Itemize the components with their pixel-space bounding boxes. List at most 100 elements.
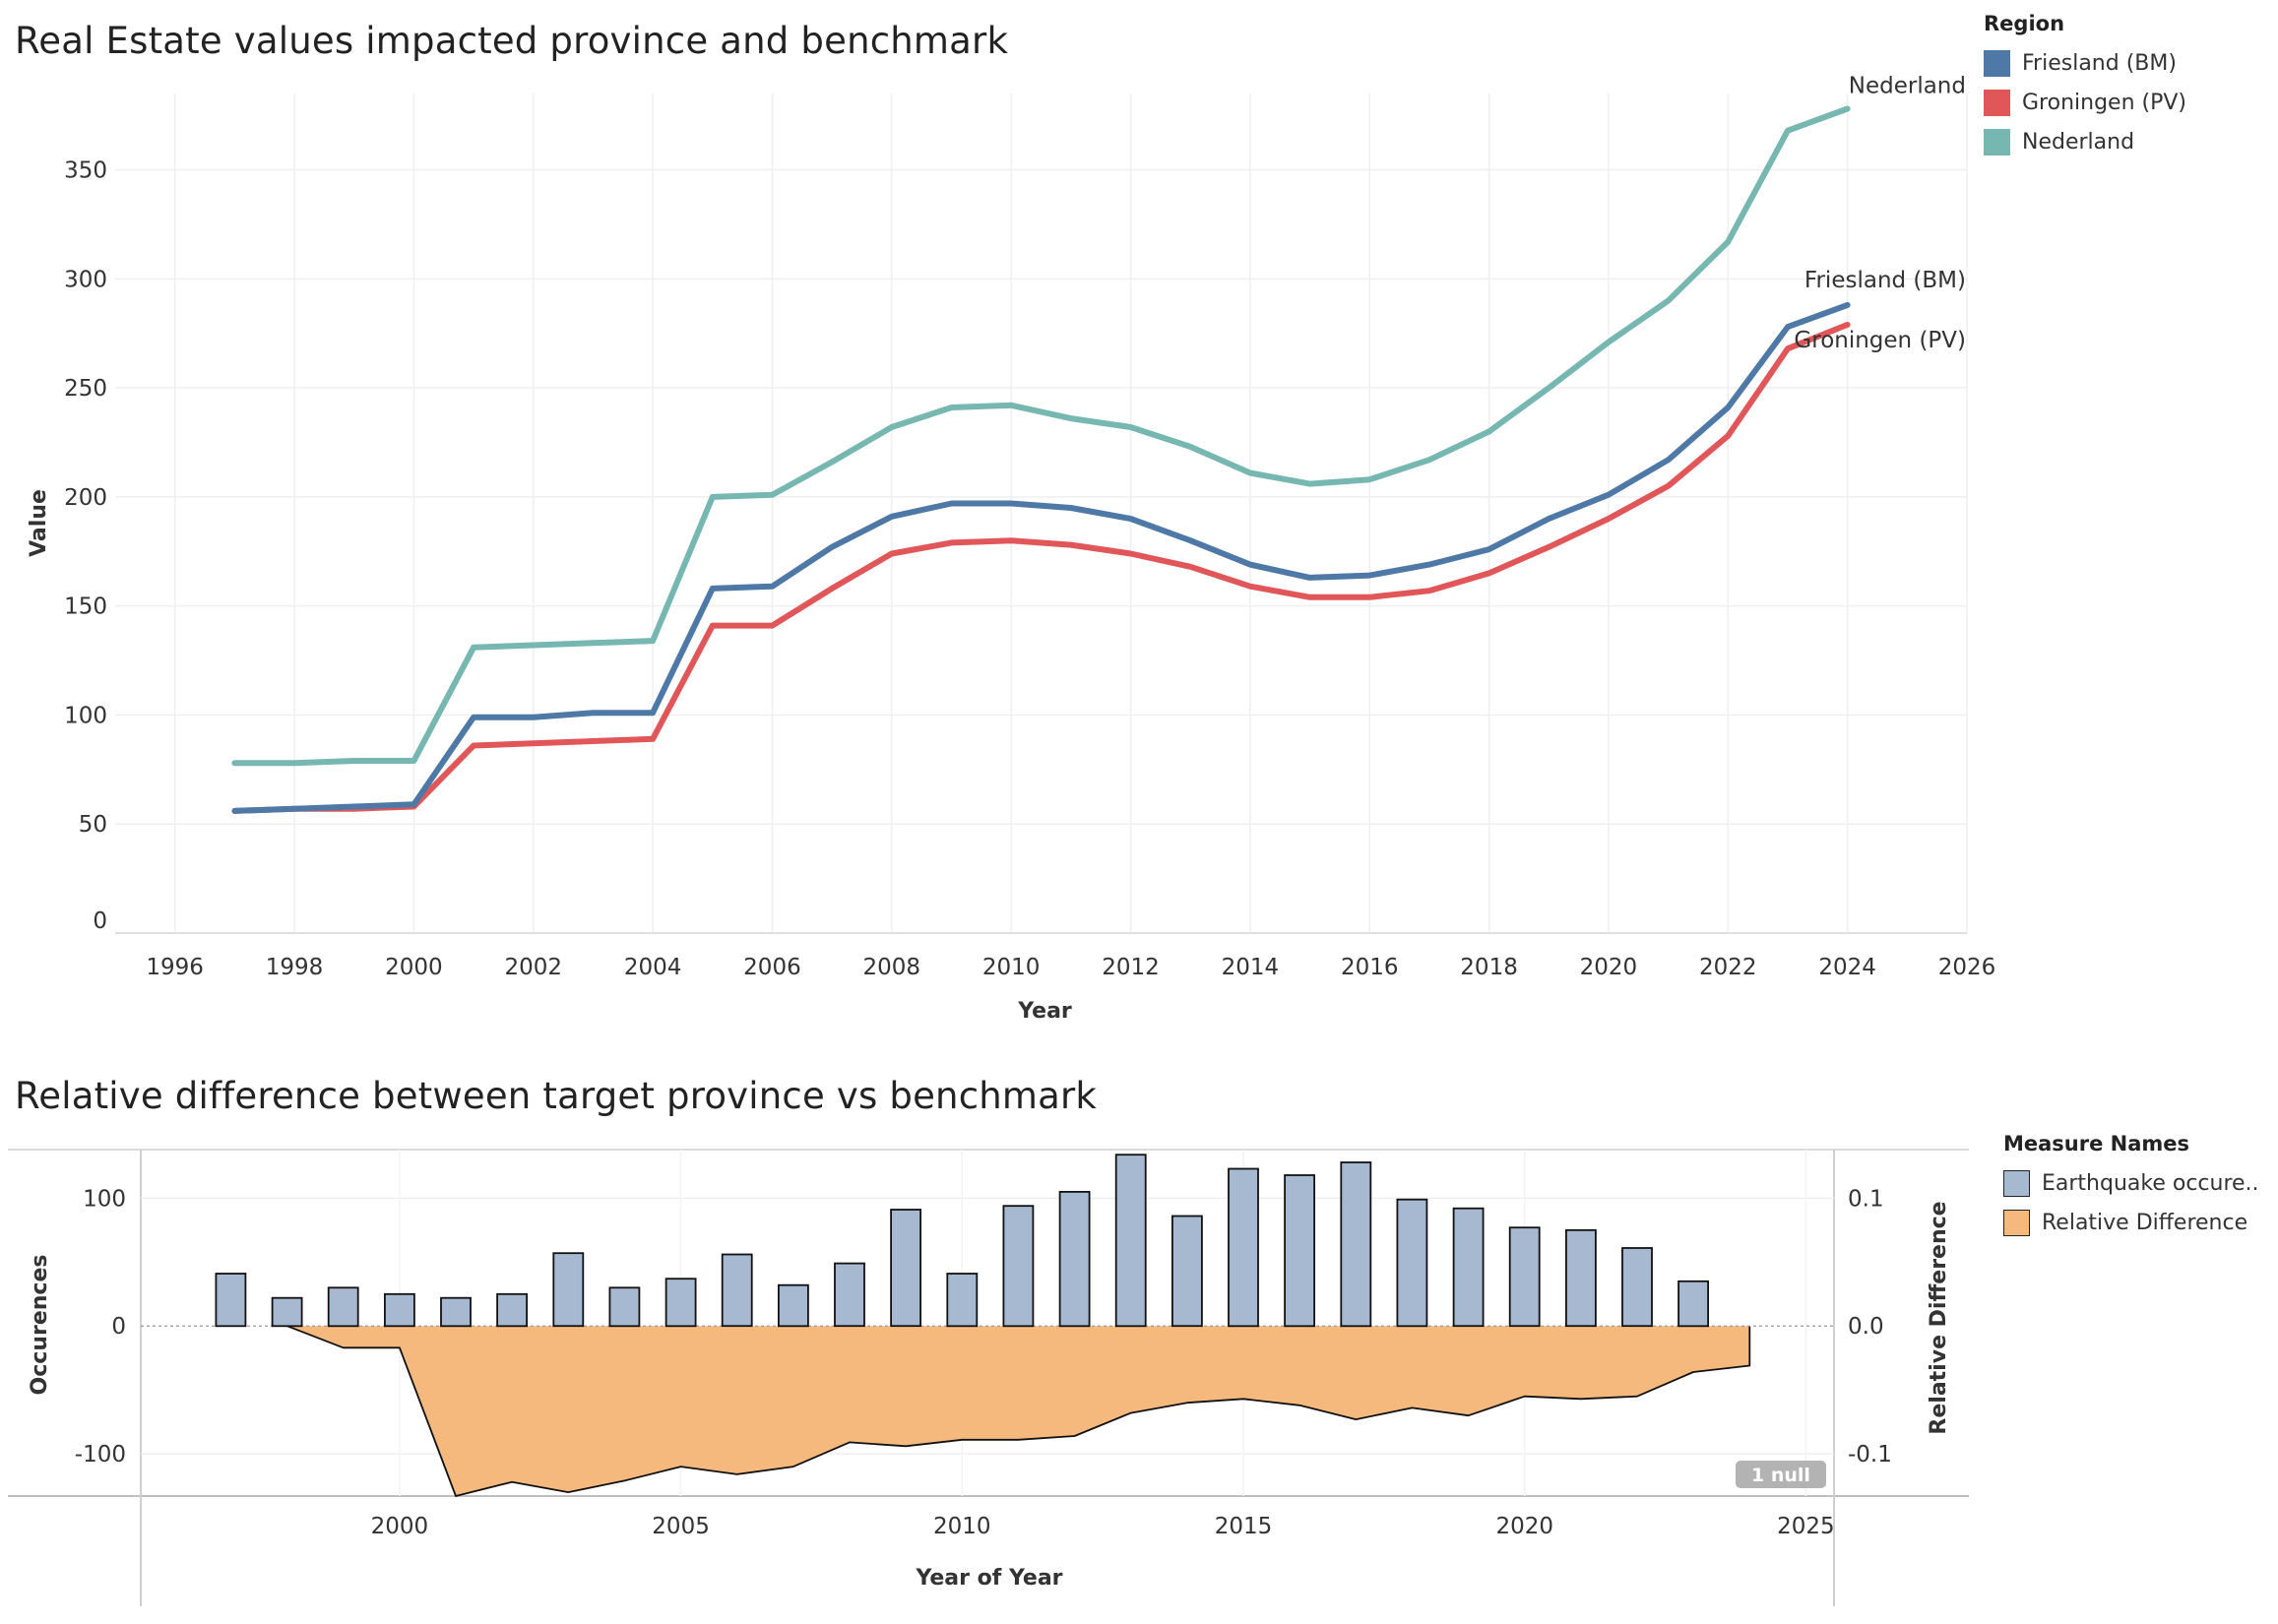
- earthquake-bar: [552, 1252, 585, 1328]
- relative-difference-area: [286, 1326, 1750, 1496]
- earthquake-bar: [1565, 1228, 1597, 1328]
- x-tick-label: 2014: [1222, 955, 1280, 980]
- legend-label-earthquake: Earthquake occure..: [2042, 1170, 2259, 1196]
- line-chart: 1996 1998 2000 2002 2004 2006 2008 2010 2012 2014…: [27, 74, 1996, 1024]
- x-tick-label: 2024: [1818, 955, 1876, 980]
- x-tick-label: 2008: [863, 955, 921, 980]
- y-axis-label: Occurences: [28, 1255, 52, 1396]
- y-tick-label: 150: [64, 594, 107, 620]
- legend-measure-names: Measure Names Earthquake occure.. Relati…: [2003, 1132, 2259, 1242]
- y-tick-label: 350: [64, 158, 107, 184]
- series-line-groningen-pv: [231, 321, 1851, 814]
- earthquake-bar: [946, 1273, 979, 1328]
- y2-axis-label: Relative Difference: [1927, 1201, 1951, 1434]
- x-tick-label: 2004: [624, 955, 682, 980]
- x-axis-label: Year of Year: [915, 1566, 1062, 1591]
- earthquake-bar: [834, 1262, 865, 1328]
- legend-measure-title: Measure Names: [2003, 1132, 2190, 1156]
- earthquake-bar: [440, 1296, 472, 1328]
- legend-label-relative-difference: Relative Difference: [2042, 1210, 2248, 1235]
- x-tick-label: 2018: [1460, 955, 1518, 980]
- earthquake-bar: [1228, 1167, 1259, 1328]
- chart-title-top: Real Estate values impacted province and…: [15, 20, 1009, 62]
- x-tick-label: 2005: [652, 1514, 710, 1539]
- earthquake-bar: [383, 1292, 415, 1328]
- x-tick-label: 1996: [146, 955, 204, 980]
- y2-tick-label: 0.0: [1848, 1314, 1884, 1340]
- x-tick-label: 2012: [1102, 955, 1160, 980]
- earthquake-bar: [890, 1209, 921, 1328]
- x-tick-label: 2025: [1777, 1514, 1835, 1539]
- legend-item-earthquake[interactable]: Earthquake occure..: [2003, 1163, 2259, 1203]
- legend-item-nederland[interactable]: Nederland: [1984, 122, 2186, 161]
- earthquake-bar: [1114, 1154, 1147, 1328]
- earthquake-bar: [1171, 1215, 1203, 1328]
- legend-item-groningen[interactable]: Groningen (PV): [1984, 83, 2186, 122]
- line-end-label-nederland: Nederland: [1849, 74, 1966, 99]
- x-tick-label: 2010: [933, 1514, 991, 1539]
- earthquake-bar: [1677, 1280, 1709, 1328]
- null-badge-background: [1736, 1461, 1826, 1488]
- x-tick-label: 2015: [1215, 1514, 1273, 1539]
- y-tick-label: 300: [64, 267, 107, 292]
- x-tick-label: 2000: [385, 955, 443, 980]
- x-tick-label: 2000: [371, 1514, 429, 1539]
- line-end-label-groningen: Groningen (PV): [1794, 328, 1966, 353]
- earthquake-bar: [1396, 1198, 1428, 1328]
- y-tick-label: 0: [93, 908, 107, 934]
- x-axis-label: Year: [1017, 999, 1072, 1024]
- x-tick-label: 2020: [1495, 1514, 1553, 1539]
- y-tick-label: 100: [83, 1186, 126, 1212]
- earthquake-bar: [1621, 1247, 1653, 1328]
- y-tick-label: -100: [75, 1442, 126, 1468]
- null-badge-label: 1 null: [1751, 1465, 1810, 1486]
- null-indicator-badge[interactable]: 1 null: [1736, 1461, 1826, 1488]
- legend-swatch-nederland: [1984, 128, 2010, 156]
- chart-title-bottom: Relative difference between target provi…: [15, 1075, 1098, 1117]
- y-tick-label: 250: [64, 376, 107, 402]
- x-tick-label: 2016: [1341, 955, 1399, 980]
- series-line-friesland-bm: [231, 301, 1851, 814]
- legend-region: Region Friesland (BM) Groningen (PV) Ned…: [1984, 12, 2186, 161]
- y-tick-label: 50: [79, 812, 107, 838]
- legend-label-friesland: Friesland (BM): [2022, 50, 2177, 76]
- x-tick-label: 2022: [1699, 955, 1757, 980]
- x-tick-label: 2026: [1938, 955, 1996, 980]
- x-tick-label: 2006: [743, 955, 801, 980]
- earthquake-bar: [271, 1296, 303, 1328]
- legend-label-nederland: Nederland: [2022, 129, 2135, 155]
- x-tick-label: 2010: [982, 955, 1041, 980]
- x-tick-label: 2020: [1580, 955, 1638, 980]
- earthquake-bar: [608, 1286, 641, 1328]
- legend-item-relative-difference[interactable]: Relative Difference: [2003, 1203, 2259, 1242]
- earthquake-bar: [1058, 1191, 1091, 1328]
- legend-region-title: Region: [1984, 12, 2065, 35]
- earthquake-bar: [778, 1283, 809, 1328]
- earthquake-bar: [1340, 1161, 1372, 1328]
- earthquake-bar: [327, 1286, 359, 1328]
- legend-item-friesland[interactable]: Friesland (BM): [1984, 43, 2186, 83]
- y2-tick-label: -0.1: [1848, 1442, 1892, 1468]
- line-end-label-friesland: Friesland (BM): [1804, 268, 1966, 293]
- legend-swatch-groningen: [1984, 89, 2010, 116]
- y2-tick-label: 0.1: [1848, 1186, 1884, 1212]
- earthquake-bar: [215, 1273, 247, 1328]
- earthquake-bar: [1284, 1174, 1315, 1328]
- y-axis-label: Value: [27, 489, 51, 557]
- y-tick-label: 100: [64, 703, 107, 728]
- earthquake-bar: [721, 1253, 753, 1328]
- legend-label-groningen: Groningen (PV): [2022, 90, 2186, 115]
- earthquake-bar: [1508, 1226, 1541, 1328]
- legend-swatch-earthquake: [2003, 1169, 2030, 1197]
- x-tick-label: 2002: [504, 955, 562, 980]
- x-tick-label: 1998: [266, 955, 324, 980]
- earthquake-bar: [496, 1292, 529, 1328]
- series-line-nederland: [231, 105, 1851, 767]
- legend-swatch-friesland: [1984, 49, 2010, 77]
- earthquake-bar: [1002, 1205, 1035, 1328]
- y-tick-label: 0: [111, 1314, 126, 1340]
- earthquake-bar: [664, 1278, 697, 1328]
- y-tick-label: 200: [64, 485, 107, 511]
- legend-swatch-relative-difference: [2003, 1209, 2030, 1236]
